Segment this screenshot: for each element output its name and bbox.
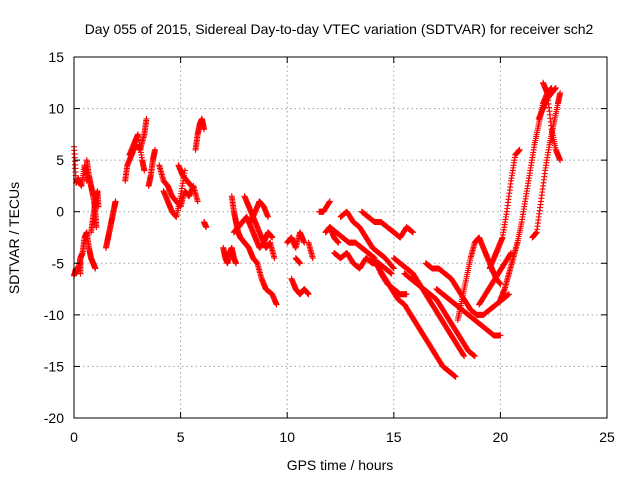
data-point [194,198,201,205]
series-arc23 [305,239,316,262]
y-tick-label: 10 [48,101,64,117]
x-tick-label: 15 [386,429,402,445]
data-point [497,332,504,339]
data-point [152,146,159,153]
data-point [141,167,148,174]
series-arc24 [316,198,333,215]
data-point [335,239,342,246]
x-tick-label: 0 [70,429,78,445]
series-arc20 [284,229,308,251]
series-arc16 [228,193,280,308]
y-tick-label: -20 [44,410,64,426]
x-tick-label: 25 [599,429,615,445]
data-point [326,199,333,206]
series-arc19 [247,198,272,226]
x-axis-label: GPS time / hours [287,457,394,473]
series-arc42 [535,84,559,122]
y-tick-label: 5 [56,152,64,168]
data-point [460,352,467,359]
series-arc38 [497,239,521,303]
data-point [143,115,150,122]
data-point [269,234,276,241]
series-arc14 [201,219,210,231]
series-arc5 [88,188,102,236]
series-arc4 [77,229,99,272]
data-point [273,301,280,308]
data-point [326,198,333,205]
y-tick-label: 0 [56,204,64,220]
data-point [557,157,564,164]
data-point [389,264,396,271]
axes: 0 5 10 15 20 25 15 10 5 0 -5 -10 -15 -20 [44,49,615,445]
series-arc30 [369,255,459,380]
series-arc36 [476,249,515,308]
data-point [265,213,272,220]
plot-frame [73,56,608,419]
data-point [516,146,523,153]
data-point [305,291,312,298]
data-point [409,229,416,236]
data-point [497,280,504,287]
series-arc29 [358,208,416,241]
data-point [505,291,512,298]
data-point [471,353,478,360]
data-point [296,260,303,267]
data-point [95,203,102,210]
data-point [309,255,316,262]
series-arc27 [337,208,397,272]
series-arc37 [486,146,523,272]
y-tick-label: -5 [52,255,65,271]
y-axis-label: SDTVAR / TECUs [6,182,22,294]
y-tick-label: -10 [44,307,64,323]
data-point [403,291,410,298]
data-point [388,270,395,277]
data-point [201,126,208,133]
series-arc6 [102,198,119,251]
data-point [461,353,468,360]
x-tick-label: 10 [279,429,295,445]
data-point [271,255,278,262]
data-point [188,182,195,189]
series-arc13 [192,115,208,153]
series-arc9 [145,146,159,189]
series-arc7 [122,115,150,184]
series-arc32 [401,270,478,360]
chart-title: Day 055 of 2015, Sidereal Day-to-day VTE… [85,21,594,37]
data-point [233,260,240,267]
series-arc22 [292,255,303,267]
data-point [77,270,84,277]
series-arc12 [175,162,195,189]
x-tick-label: 20 [493,429,509,445]
series-arc21 [288,275,312,298]
y-tick-label: -15 [44,358,64,374]
data-points [71,79,564,380]
series-arc11 [160,167,188,220]
series-arc40 [529,90,564,241]
data-point [390,265,397,272]
series-arc15 [220,244,240,267]
series-arc34 [433,286,504,339]
data-point [552,84,559,91]
data-point [112,198,119,205]
data-point [557,90,564,97]
series-arc8 [126,131,148,174]
x-tick-label: 5 [177,429,185,445]
y-tick-label: 15 [48,49,64,65]
data-point [452,373,459,380]
data-point [203,224,210,231]
data-point [92,265,99,272]
